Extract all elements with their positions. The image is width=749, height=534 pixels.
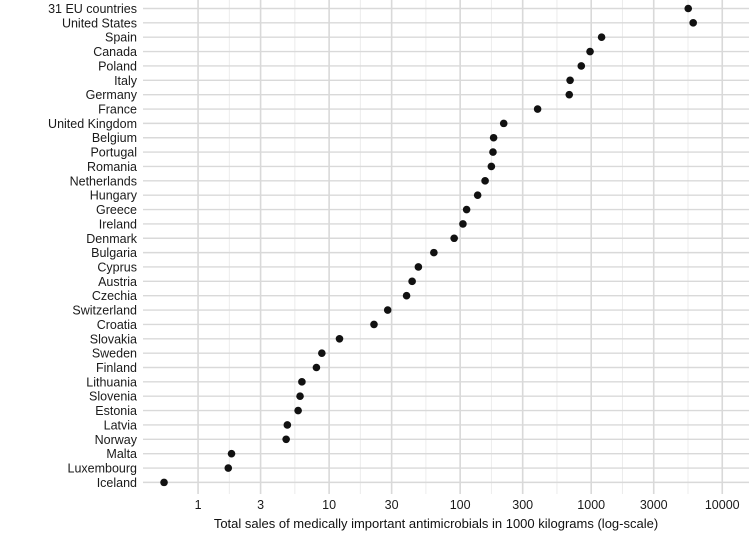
country-label: Denmark	[86, 232, 137, 246]
data-point	[383, 306, 392, 314]
country-label: Slovenia	[89, 390, 137, 404]
country-label: Czechia	[92, 289, 137, 303]
data-point	[298, 378, 306, 386]
country-label: United Kingdom	[48, 117, 137, 131]
country-label: Germany	[86, 88, 138, 102]
x-tick-label: 1000	[577, 498, 605, 512]
country-label: Switzerland	[72, 304, 137, 318]
data-point	[566, 76, 574, 85]
country-label: Slovakia	[90, 332, 137, 346]
data-point	[577, 62, 586, 70]
x-axis-ticks: 1 3 10 30 100 300 1000 3000 10000	[195, 498, 740, 512]
x-axis-title: Total sales of medically important antim…	[214, 516, 658, 531]
x-tick-label: 30	[385, 498, 399, 512]
data-point	[160, 478, 168, 487]
x-tick-label: 10000	[705, 498, 740, 512]
data-point	[283, 421, 292, 429]
country-label: Italy	[114, 74, 138, 88]
data-point	[533, 105, 542, 113]
country-label: Estonia	[95, 404, 137, 418]
country-label: Sweden	[92, 347, 137, 361]
data-point	[684, 4, 693, 13]
country-label: Latvia	[104, 418, 137, 432]
data-point	[335, 334, 344, 343]
data-point	[312, 363, 321, 372]
data-point	[370, 320, 378, 329]
country-label: Bulgaria	[91, 246, 137, 260]
x-tick-label: 10	[322, 498, 336, 512]
data-point	[473, 191, 482, 199]
x-tick-label: 3000	[640, 498, 668, 512]
country-label: Norway	[95, 433, 138, 447]
data-point	[499, 119, 508, 128]
data-point	[294, 406, 302, 415]
major-gridlines	[143, 0, 749, 494]
data-point	[462, 205, 471, 214]
data-point	[318, 349, 326, 357]
country-label: Austria	[98, 275, 137, 289]
country-label: Cyprus	[97, 260, 137, 274]
data-point	[408, 277, 416, 286]
data-point	[565, 90, 574, 99]
data-point	[487, 162, 496, 171]
data-point	[489, 148, 497, 156]
x-tick-label: 1	[195, 498, 202, 512]
country-label: Netherlands	[70, 174, 137, 188]
country-label: Croatia	[97, 318, 137, 332]
data-point	[597, 33, 606, 42]
country-label: Poland	[98, 59, 137, 73]
data-point	[430, 248, 438, 257]
x-tick-label: 300	[512, 498, 533, 512]
data-point	[414, 263, 423, 271]
country-label: Belgium	[92, 131, 137, 145]
country-label: Hungary	[90, 189, 138, 203]
data-point	[586, 47, 594, 56]
country-label: Malta	[106, 447, 137, 461]
country-label: Canada	[93, 45, 137, 59]
data-point	[402, 291, 411, 300]
data-point	[689, 19, 697, 27]
country-label: Luxembourg	[68, 462, 138, 476]
country-label: Portugal	[90, 146, 137, 160]
data-point	[450, 234, 458, 243]
country-label: Finland	[96, 361, 137, 375]
country-label: United States	[62, 16, 137, 30]
country-label: 31 EU countries	[48, 2, 137, 16]
data-point	[282, 435, 290, 444]
country-label: Lithuania	[86, 375, 137, 389]
data-point	[459, 220, 467, 228]
country-label: Iceland	[97, 476, 137, 490]
country-label: Ireland	[99, 217, 137, 231]
data-points	[160, 4, 697, 487]
minor-gridlines	[228, 0, 689, 494]
country-label: Romania	[87, 160, 137, 174]
country-label: Greece	[96, 203, 137, 217]
data-point	[296, 392, 304, 401]
x-tick-label: 3	[257, 498, 264, 512]
data-point	[489, 133, 498, 142]
data-point	[227, 449, 236, 458]
country-label: France	[98, 103, 137, 117]
data-point	[481, 177, 489, 185]
x-tick-label: 100	[450, 498, 471, 512]
data-point	[224, 464, 233, 472]
country-label: Spain	[105, 31, 137, 45]
